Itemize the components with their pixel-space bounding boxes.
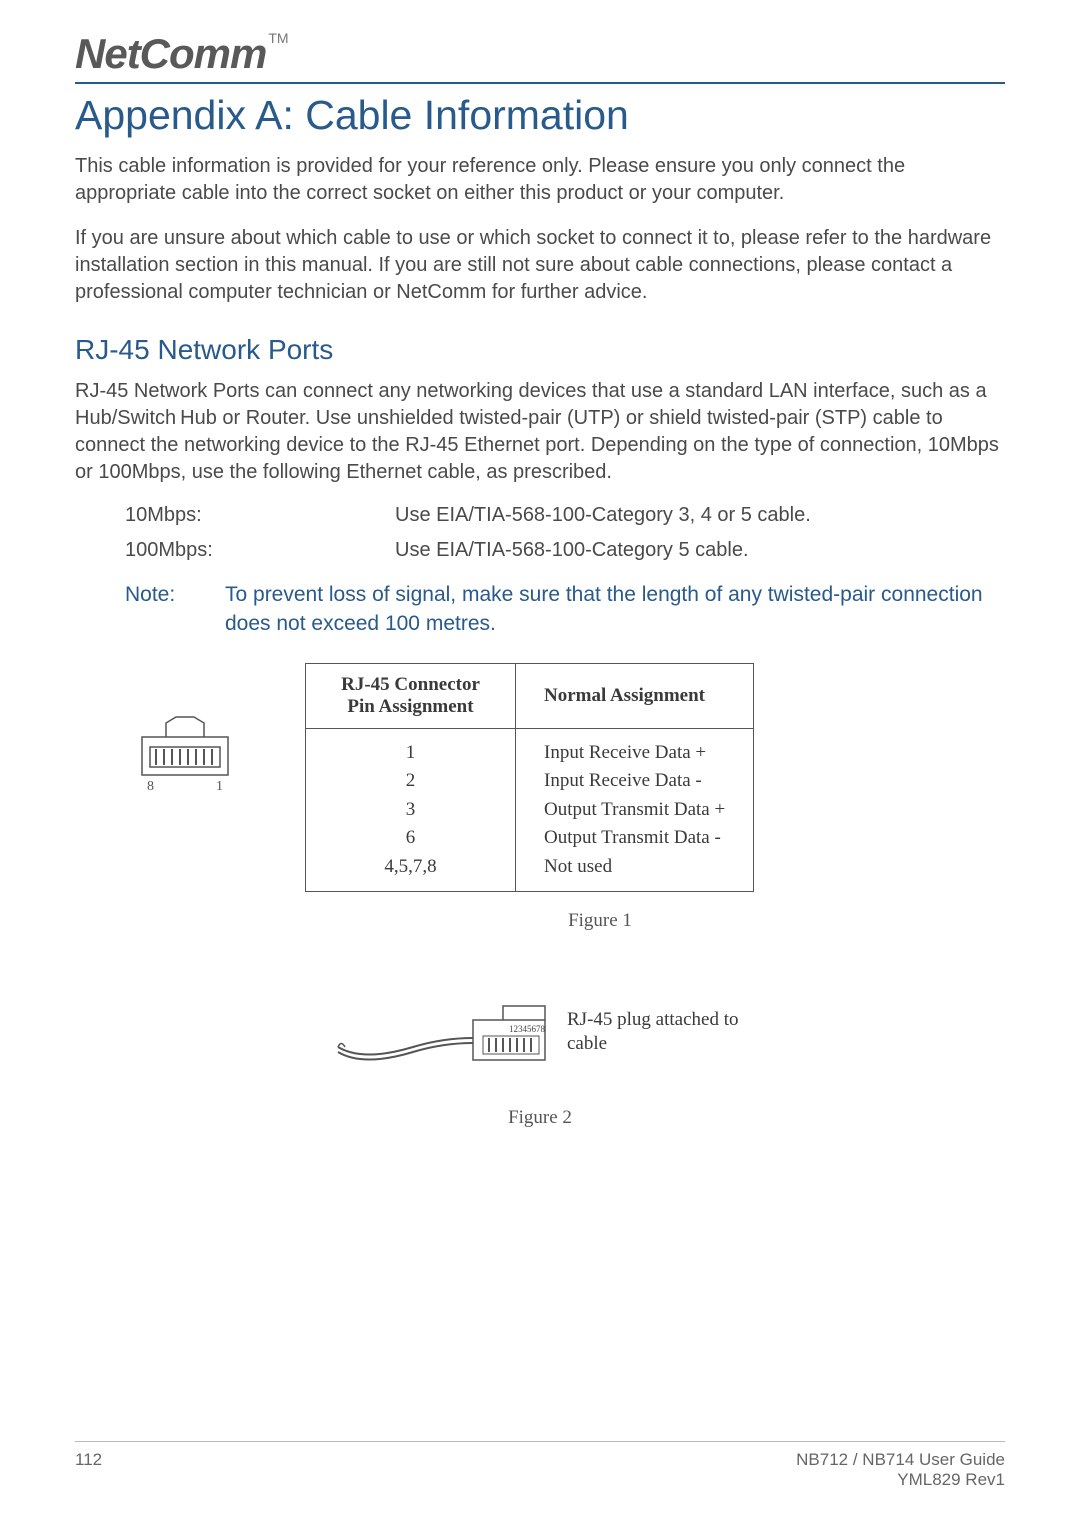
th-assign: Normal Assignment — [516, 663, 754, 728]
page-title: Appendix A: Cable Information — [75, 92, 1005, 139]
rj45-para: RJ-45 Network Ports can connect any netw… — [75, 378, 1005, 486]
th-pin: RJ-45 Connector Pin Assignment — [306, 663, 516, 728]
pin-right-num: 1 — [216, 779, 223, 795]
pin-assignment-table: RJ-45 Connector Pin Assignment Normal As… — [305, 663, 754, 893]
pin-6: 6 — [334, 824, 487, 853]
figure-2-caption: Figure 2 — [75, 1107, 1005, 1129]
speed-10-value: Use EIA/TIA-568-100-Category 3, 4 or 5 c… — [395, 504, 811, 527]
table-row: 1 2 3 6 4,5,7,8 Input Receive Data + Inp… — [306, 728, 754, 892]
page-number: 112 — [75, 1450, 102, 1490]
figure-1-caption: Figure 1 — [195, 910, 1005, 932]
assign-3: Output Transmit Data + — [544, 796, 725, 825]
figure-1-wrap: 8 1 RJ-45 Connector Pin Assignment Norma… — [125, 663, 1005, 893]
pin-2: 2 — [334, 767, 487, 796]
header-rule — [75, 82, 1005, 84]
logo: NetCommTM — [75, 30, 1005, 78]
intro-para-2: If you are unsure about which cable to u… — [75, 225, 1005, 306]
td-assignments: Input Receive Data + Input Receive Data … — [516, 728, 754, 892]
guide-name: NB712 / NB714 User Guide — [796, 1450, 1005, 1470]
footer-right: NB712 / NB714 User Guide YML829 Rev1 — [796, 1450, 1005, 1490]
doc-rev: YML829 Rev1 — [796, 1470, 1005, 1490]
assign-4: Output Transmit Data - — [544, 824, 725, 853]
rj45-plug-icon: 12345678 — [333, 992, 553, 1072]
td-pins: 1 2 3 6 4,5,7,8 — [306, 728, 516, 892]
logo-text: NetComm — [75, 30, 266, 78]
pin-3: 3 — [334, 796, 487, 825]
pin-num-labels: 8 1 — [147, 779, 223, 795]
assign-2: Input Receive Data - — [544, 767, 725, 796]
logo-tm: TM — [268, 30, 288, 46]
figure-2-wrap: 12345678 RJ-45 plug attached to cable Fi… — [75, 992, 1005, 1129]
rj45-connector-icon — [140, 713, 230, 777]
plug-numbers: 12345678 — [509, 1024, 546, 1034]
pin-left-num: 8 — [147, 779, 154, 795]
assign-5: Not used — [544, 853, 725, 882]
page-footer: 112 NB712 / NB714 User Guide YML829 Rev1 — [75, 1441, 1005, 1490]
section-heading-rj45: RJ-45 Network Ports — [75, 334, 1005, 366]
plug-label: RJ-45 plug attached to cable — [567, 1008, 747, 1057]
speed-row-10: 10Mbps: Use EIA/TIA-568-100-Category 3, … — [125, 504, 1005, 527]
note-text: To prevent loss of signal, make sure tha… — [225, 580, 1005, 639]
pin-1: 1 — [334, 739, 487, 768]
assign-1: Input Receive Data + — [544, 739, 725, 768]
note-row: Note: To prevent loss of signal, make su… — [125, 580, 1005, 639]
intro-para-1: This cable information is provided for y… — [75, 153, 1005, 207]
speed-10-label: 10Mbps: — [125, 504, 395, 527]
rj45-connector-diagram: 8 1 — [125, 713, 245, 795]
table-header-row: RJ-45 Connector Pin Assignment Normal As… — [306, 663, 754, 728]
note-label: Note: — [125, 580, 225, 639]
speed-100-label: 100Mbps: — [125, 539, 395, 562]
speed-100-value: Use EIA/TIA-568-100-Category 5 cable. — [395, 539, 749, 562]
pin-rest: 4,5,7,8 — [334, 853, 487, 882]
speed-row-100: 100Mbps: Use EIA/TIA-568-100-Category 5 … — [125, 539, 1005, 562]
